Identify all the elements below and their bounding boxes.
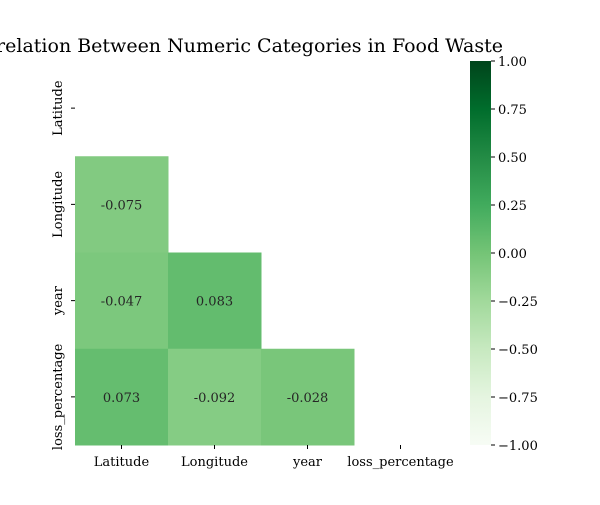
heatmap-cell-Longitude-Latitude <box>75 156 169 253</box>
heatmap-cell-labels: -0.075 -0.047 0.083 0.073 -0.092 -0.028 <box>101 198 329 406</box>
colorbar-tick-label: 1.00 <box>498 55 527 70</box>
colorbar <box>470 61 491 445</box>
y-tick-label: Longitude <box>51 171 66 238</box>
heatmap-cell-year-Longitude <box>168 252 262 350</box>
cell-value-label: -0.092 <box>194 391 236 406</box>
y-axis: Latitude Longitude year loss_percentage <box>51 80 75 450</box>
heatmap-cell-loss_percentage-Longitude <box>168 348 262 446</box>
x-tick-label: Latitude <box>94 455 150 470</box>
x-tick-label: year <box>292 455 323 470</box>
heatmap-cell-year-Latitude <box>75 252 169 350</box>
colorbar-tick-label: 0.50 <box>498 151 527 166</box>
y-tick-label: loss_percentage <box>51 343 66 450</box>
colorbar-tick-label: −0.50 <box>498 343 538 358</box>
colorbar-tick-label: −1.00 <box>498 439 538 454</box>
cell-value-label: -0.028 <box>287 391 329 406</box>
colorbar-tick-label: 0.25 <box>498 199 527 214</box>
heatmap-cell-loss_percentage-Latitude <box>75 348 169 446</box>
cell-value-label: -0.047 <box>101 295 143 310</box>
colorbar-ticks: 1.00 0.75 0.50 0.25 0.00 −0.25 −0.50 −0.75 −1.00 <box>491 55 538 454</box>
x-axis: Latitude Longitude year loss_percentage <box>94 445 454 470</box>
y-tick-label: Latitude <box>51 80 66 136</box>
colorbar-tick-label: 0.00 <box>498 247 527 262</box>
heatmap-cells <box>75 156 355 446</box>
chart-title: Correlation Between Numeric Categories i… <box>0 35 503 57</box>
x-tick-label: loss_percentage <box>347 455 454 470</box>
colorbar-gradient <box>470 61 491 445</box>
y-tick-label: year <box>51 285 66 316</box>
cell-value-label: 0.083 <box>196 295 233 310</box>
cell-value-label: -0.075 <box>101 198 143 213</box>
heatmap-cell-loss_percentage-year <box>261 348 355 446</box>
colorbar-tick-label: 0.75 <box>498 103 527 118</box>
colorbar-tick-label: −0.75 <box>498 391 538 406</box>
cell-value-label: 0.073 <box>103 391 140 406</box>
x-tick-label: Longitude <box>181 455 248 470</box>
colorbar-tick-label: −0.25 <box>498 295 538 310</box>
